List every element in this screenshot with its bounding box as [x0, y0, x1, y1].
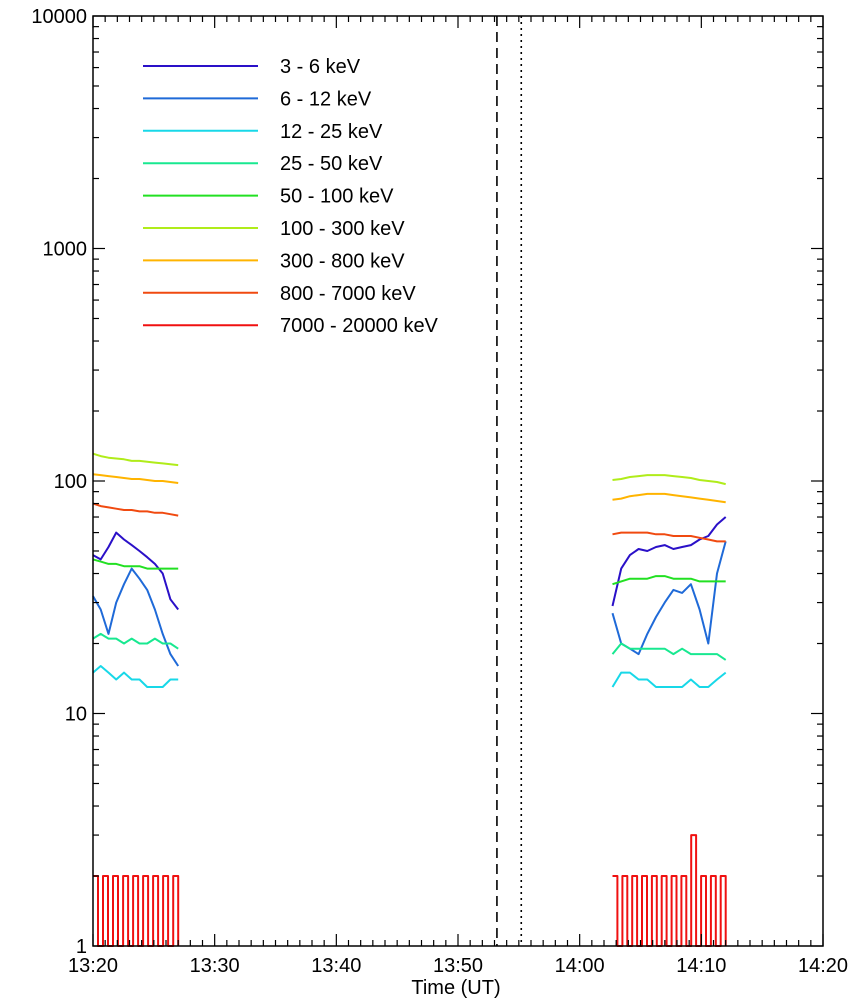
y-tick-label: 1: [76, 936, 87, 958]
series-line-7-seg-1: [612, 531, 726, 543]
y-tick-label: 100: [54, 471, 87, 493]
series-line-6-seg-0: [92, 473, 179, 484]
legend-label-1: 6 - 12 keV: [280, 88, 372, 110]
series-line-6-seg-1: [612, 492, 726, 504]
x-tick-label: 14:20: [798, 955, 848, 977]
x-axis-title: Time (UT): [411, 977, 500, 999]
legend: 3 - 6 keV 6 - 12 keV 12 - 25 keV 25 - 50 ke…: [143, 56, 439, 337]
x-tick-label: 13:40: [311, 955, 361, 977]
series-line-5-seg-0: [92, 452, 179, 467]
series-line-3-seg-1: [611, 642, 727, 661]
series-line-3-seg-0: [92, 632, 179, 650]
series-line-0-seg-0: [92, 531, 179, 611]
x-tick-label: 13:50: [433, 955, 483, 977]
series-line-8-seg-0: [93, 875, 180, 947]
series-line-1-seg-1: [611, 541, 727, 656]
series-line-1-seg-0: [92, 567, 180, 667]
legend-label-5: 100 - 300 keV: [280, 218, 405, 240]
series-line-2-seg-0: [92, 665, 179, 688]
legend-label-2: 12 - 25 keV: [280, 121, 383, 143]
x-tick-label: 13:20: [68, 955, 118, 977]
legend-label-3: 25 - 50 keV: [280, 153, 383, 175]
series-line-0-seg-1: [611, 516, 727, 607]
series-line-5-seg-1: [612, 474, 726, 486]
axes-group: 13:20 13:30 13:40 13:50 14:00 14:10 14:20 1 10 10…: [31, 6, 848, 977]
y-tick-label: 1000: [43, 239, 88, 261]
legend-label-7: 800 - 7000 keV: [280, 283, 416, 305]
plot-group: [92, 16, 727, 947]
series-line-4-seg-0: [92, 558, 179, 570]
legend-label-6: 300 - 800 keV: [280, 250, 405, 272]
legend-label-8: 7000 - 20000 keV: [280, 315, 439, 337]
series-line-7-seg-0: [92, 502, 179, 517]
series-line-4-seg-1: [612, 575, 726, 586]
y-tick-label: 10: [65, 704, 87, 726]
y-tick-label: 10000: [31, 6, 87, 28]
series-line-2-seg-1: [611, 671, 727, 688]
x-tick-label: 14:10: [676, 955, 726, 977]
series-line-8-seg-1: [612, 834, 727, 947]
x-tick-label: 14:00: [555, 955, 605, 977]
legend-label-4: 50 - 100 keV: [280, 186, 394, 208]
legend-label-0: 3 - 6 keV: [280, 56, 361, 78]
x-tick-label: 13:30: [190, 955, 240, 977]
